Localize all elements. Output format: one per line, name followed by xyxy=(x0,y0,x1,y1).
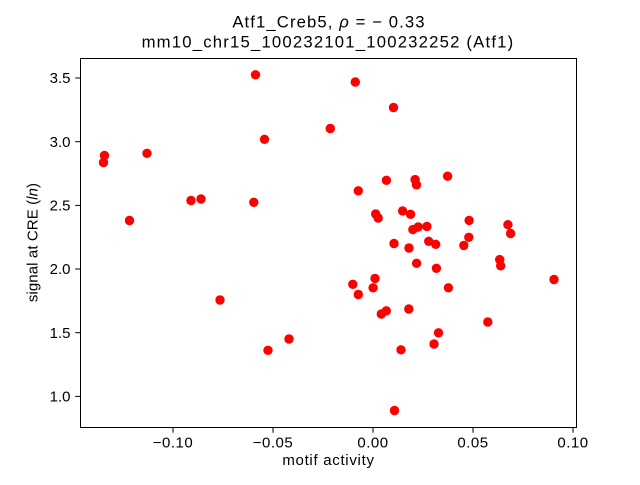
svg-text:motif activity: motif activity xyxy=(282,452,374,469)
svg-text:0.05: 0.05 xyxy=(457,434,488,451)
svg-text:1.5: 1.5 xyxy=(50,325,71,342)
svg-text:3.5: 3.5 xyxy=(50,70,71,87)
svg-text:3.0: 3.0 xyxy=(50,134,71,151)
svg-text:Atf1_Creb5, ρ = − 0.33: Atf1_Creb5, ρ = − 0.33 xyxy=(232,13,425,32)
svg-text:−0.05: −0.05 xyxy=(253,434,293,451)
svg-text:0.10: 0.10 xyxy=(557,434,588,451)
svg-text:−0.10: −0.10 xyxy=(153,434,193,451)
svg-text:mm10_chr15_100232101_100232252: mm10_chr15_100232101_100232252 (Atf1) xyxy=(142,32,515,51)
svg-text:signal at CRE (ln): signal at CRE (ln) xyxy=(25,183,42,302)
svg-text:2.5: 2.5 xyxy=(50,198,71,215)
svg-text:1.0: 1.0 xyxy=(50,389,71,406)
svg-text:0.00: 0.00 xyxy=(357,434,388,451)
svg-text:2.0: 2.0 xyxy=(50,261,71,278)
